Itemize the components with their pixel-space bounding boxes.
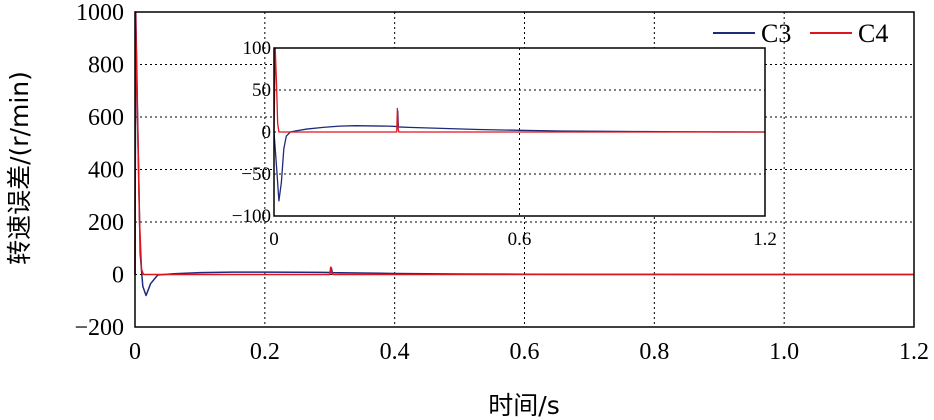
inset-y-tick-label: 0 [262, 122, 272, 143]
x-axis-label: 时间/s [488, 391, 559, 420]
inset-x-tick-label: 0.6 [508, 229, 532, 250]
main-plot-frame [134, 11, 915, 328]
inset-x-tick-label: 0 [269, 229, 279, 250]
main-y-tick-label: 200 [88, 210, 124, 236]
main-x-tick-label: 0.2 [250, 339, 280, 365]
inset-series-lines [273, 47, 766, 202]
inset-y-tick-label: −50 [241, 164, 271, 185]
main-x-tick-label: 0.4 [380, 339, 410, 365]
legend: C3 C4 [713, 19, 888, 48]
main-y-tick-label: 600 [88, 105, 124, 131]
y-axis-label: 转速误差/(r/min) [5, 71, 34, 265]
inset-x-tick-label: 1.2 [753, 229, 777, 250]
main-y-tick-label: −200 [74, 315, 124, 341]
legend-label-c3: C3 [761, 19, 791, 48]
inset-y-tick-label: −100 [232, 206, 271, 227]
inset-y-tick-label: 50 [252, 80, 271, 101]
main-x-tick-label: 0.6 [510, 339, 540, 365]
main-y-tick-label: 400 [88, 158, 124, 184]
main-series-lines [134, 11, 914, 297]
inset-plot-frame [273, 47, 766, 217]
legend-label-c4: C4 [858, 19, 888, 48]
main-series-c4-line [134, 11, 914, 276]
inset-series-c3-line [273, 110, 766, 202]
main-y-tick-label: 0 [112, 263, 124, 289]
inset-chart: 0 0.6 1.2 −100 −50 0 50 100 [232, 38, 777, 250]
main-y-tick-label: 1000 [76, 0, 124, 26]
main-x-tick-label: 0.8 [639, 339, 669, 365]
main-y-tick-label: 800 [88, 53, 124, 79]
inset-y-tick-label: 100 [243, 38, 272, 59]
inset-tick-labels: 0 0.6 1.2 −100 −50 0 50 100 [232, 38, 777, 250]
inset-series-c4-line [273, 47, 765, 133]
main-x-tick-label: 0 [129, 339, 141, 365]
main-x-tick-label: 1.2 [899, 339, 929, 365]
main-x-tick-label: 1.0 [769, 339, 799, 365]
